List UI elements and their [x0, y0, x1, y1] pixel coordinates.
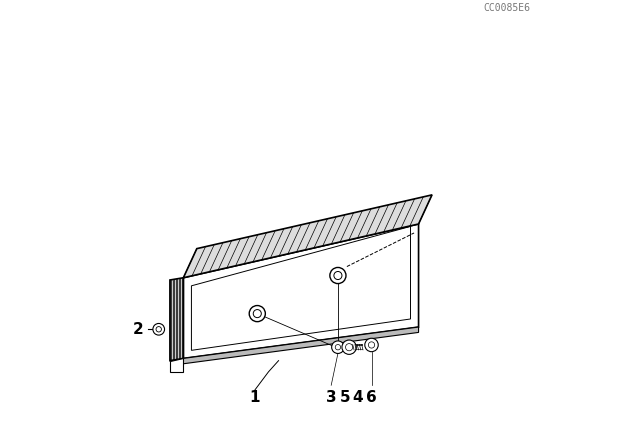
Text: 3: 3	[326, 390, 337, 405]
Polygon shape	[184, 327, 419, 364]
Circle shape	[249, 306, 266, 322]
Text: 5: 5	[339, 390, 350, 405]
Text: 6: 6	[366, 390, 377, 405]
Circle shape	[153, 323, 164, 335]
Circle shape	[332, 341, 344, 353]
Polygon shape	[184, 224, 419, 358]
Text: CC0085E6: CC0085E6	[484, 4, 531, 13]
Polygon shape	[170, 278, 184, 361]
Circle shape	[330, 267, 346, 284]
Text: 4: 4	[353, 390, 364, 405]
Polygon shape	[184, 195, 432, 278]
Circle shape	[365, 338, 378, 352]
Text: 1: 1	[250, 390, 260, 405]
Circle shape	[342, 340, 356, 354]
Text: 2: 2	[132, 322, 143, 337]
Polygon shape	[170, 358, 184, 372]
